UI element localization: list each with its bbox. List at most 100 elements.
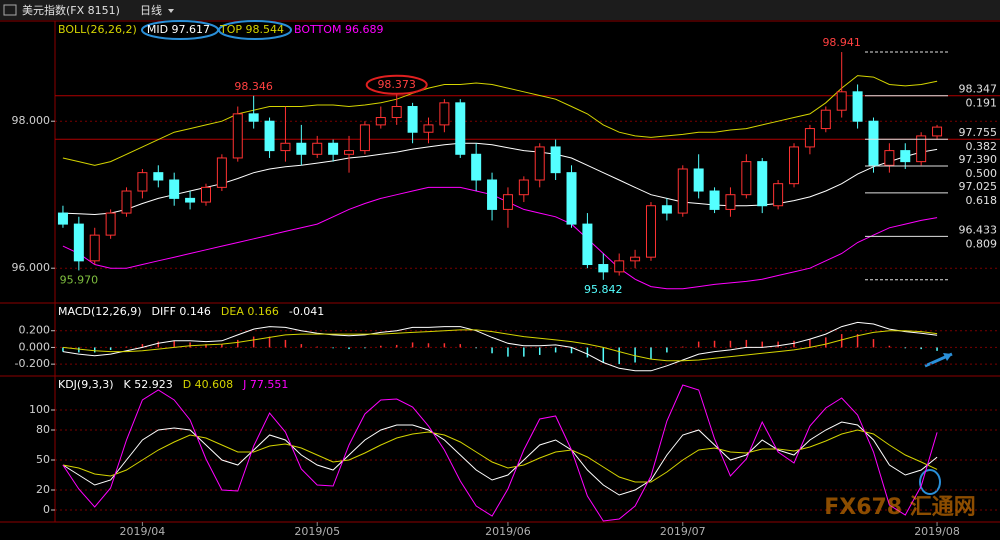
indicator-title: BOLL(26,26,2)	[58, 23, 137, 36]
candle-body	[852, 91, 863, 122]
x-tick-label: 2019/07	[660, 525, 706, 538]
candle-body	[232, 113, 243, 159]
y-tick-label: 80	[36, 423, 50, 436]
extreme-label: 95.842	[584, 283, 623, 296]
indicator-line	[62, 429, 938, 483]
candle-body	[105, 212, 116, 236]
candle-body	[407, 106, 418, 133]
candle-body	[550, 146, 561, 174]
candle-body	[645, 205, 656, 258]
candle-body	[900, 150, 911, 163]
indicator-line	[62, 186, 938, 290]
legend-entry: TOP 98.544	[219, 23, 284, 36]
fib-ratio: 0.500	[966, 167, 998, 180]
candle-body	[439, 102, 450, 126]
trend-arrow-head	[943, 353, 952, 361]
candle-body	[709, 190, 720, 210]
window-icon	[3, 4, 17, 16]
title-bar	[0, 0, 1000, 20]
legend-entry: DIFF 0.146	[152, 305, 211, 318]
indicator-line	[62, 75, 938, 166]
indicator-line	[62, 329, 938, 362]
candle-body	[836, 91, 847, 111]
candle-body	[185, 197, 196, 203]
extreme-label: 95.970	[60, 273, 99, 286]
x-tick-label: 2019/06	[485, 525, 531, 538]
candle-body	[741, 161, 752, 196]
candle-body	[868, 120, 879, 166]
y-tick-label: -0.200	[15, 357, 50, 370]
candle-body	[661, 205, 672, 214]
dropdown-arrow[interactable]	[168, 9, 174, 13]
indicator-title: MACD(12,26,9)	[58, 305, 142, 318]
candle-body	[518, 179, 529, 196]
candle-body	[566, 172, 577, 225]
period-selector[interactable]: 日线	[140, 3, 162, 17]
fib-ratio: 0.618	[966, 194, 998, 207]
candle-body	[344, 150, 355, 155]
y-tick-label: 50	[36, 453, 50, 466]
legend-entry: -0.041	[289, 305, 324, 318]
legend-entry: J 77.551	[242, 378, 288, 391]
candle-body	[614, 260, 625, 273]
candle-body	[248, 113, 259, 122]
x-tick-label: 2019/08	[914, 525, 960, 538]
candle-body	[884, 150, 895, 166]
fib-price: 98.347	[959, 83, 998, 96]
fib-price: 96.433	[959, 223, 998, 236]
indicator-title: KDJ(9,3,3)	[58, 378, 114, 391]
legend-entry: BOTTOM 96.689	[294, 23, 383, 36]
candle-body	[693, 168, 704, 192]
candle-body	[57, 212, 68, 225]
fib-ratio: 0.809	[966, 237, 998, 250]
y-tick-label: 100	[29, 403, 50, 416]
watermark: FX678 汇通网	[824, 495, 976, 520]
x-tick-label: 2019/04	[120, 525, 166, 538]
candle-body	[598, 264, 609, 273]
candle-body	[773, 183, 784, 207]
y-tick-label: 20	[36, 483, 50, 496]
indicator-line	[62, 384, 938, 522]
candle-body	[916, 135, 927, 163]
candle-body	[73, 223, 84, 262]
y-tick-label: 98.000	[12, 114, 51, 127]
extreme-label: 98.346	[234, 80, 273, 93]
candle-body	[804, 128, 815, 148]
indicator-line	[62, 321, 938, 372]
fib-price: 97.390	[959, 153, 998, 166]
candle-body	[328, 142, 339, 155]
candle-body	[677, 168, 688, 214]
indicator-line	[62, 142, 938, 216]
candle-body	[502, 194, 513, 210]
candle-body	[487, 179, 498, 210]
candle-body	[216, 157, 227, 188]
candle-body	[359, 124, 370, 152]
candle-body	[153, 172, 164, 181]
y-tick-label: 0.000	[19, 340, 51, 353]
fib-ratio: 0.191	[966, 97, 998, 110]
y-tick-label: 0.200	[19, 324, 51, 337]
candle-body	[391, 106, 402, 119]
instrument-title: 美元指数(FX 8151)	[22, 3, 120, 17]
candle-body	[169, 179, 180, 199]
legend-entry: MID 97.617	[147, 23, 210, 36]
candle-body	[200, 186, 211, 203]
candle-body	[789, 146, 800, 185]
legend-entry: D 40.608	[183, 378, 233, 391]
candle-body	[757, 161, 768, 207]
candle-body	[423, 124, 434, 133]
y-tick-label: 96.000	[12, 261, 51, 274]
fib-price: 97.025	[959, 180, 998, 193]
candle-body	[296, 142, 307, 155]
fib-ratio: 0.382	[966, 140, 998, 153]
candle-body	[471, 153, 482, 181]
fib-price: 97.755	[959, 126, 998, 139]
candle-body	[264, 120, 275, 152]
highlight-ellipse	[919, 469, 941, 495]
candle-body	[820, 109, 831, 130]
candle-body	[280, 142, 291, 152]
legend-entry: DEA 0.166	[221, 305, 279, 318]
y-tick-label: 0	[43, 503, 50, 516]
